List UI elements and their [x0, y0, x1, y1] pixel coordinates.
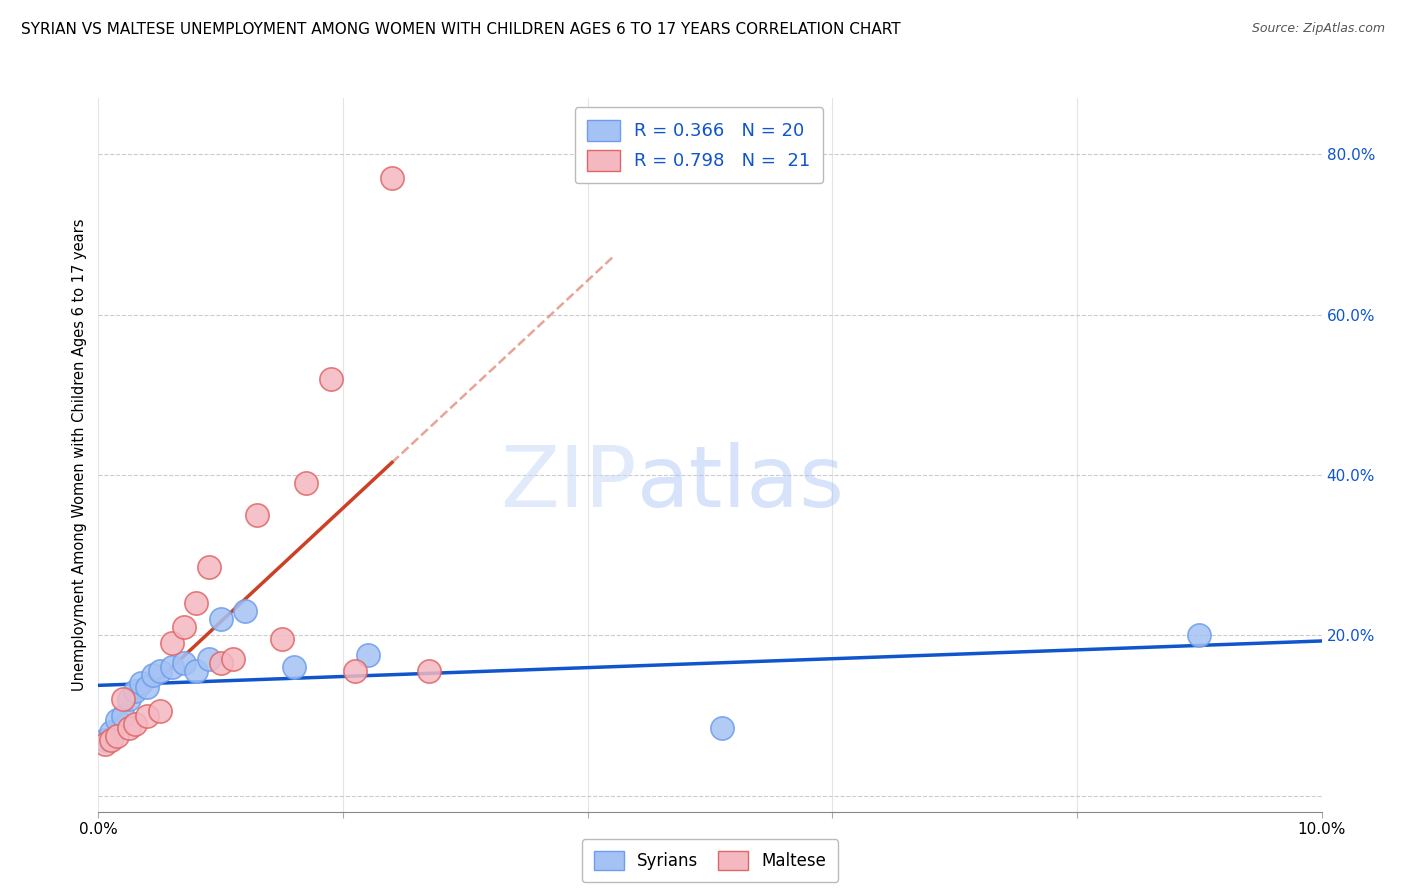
Point — [111, 692, 134, 706]
Point — [197, 652, 219, 666]
Point — [381, 171, 404, 186]
Point — [186, 596, 208, 610]
Point — [136, 708, 159, 723]
Point — [246, 508, 269, 522]
Text: atlas: atlas — [637, 442, 845, 525]
Text: Source: ZipAtlas.com: Source: ZipAtlas.com — [1251, 22, 1385, 36]
Point — [209, 612, 232, 626]
Point — [124, 716, 146, 731]
Point — [149, 665, 172, 679]
Point — [118, 721, 141, 735]
Point — [1188, 628, 1211, 642]
Point — [222, 652, 245, 666]
Point — [233, 604, 256, 618]
Point — [118, 692, 141, 706]
Point — [105, 713, 128, 727]
Point — [344, 665, 367, 679]
Point — [197, 560, 219, 574]
Point — [142, 668, 165, 682]
Point — [105, 729, 128, 743]
Point — [124, 684, 146, 698]
Point — [283, 660, 305, 674]
Point — [711, 721, 734, 735]
Point — [209, 657, 232, 671]
Point — [319, 372, 342, 386]
Point — [173, 657, 195, 671]
Point — [129, 676, 152, 690]
Legend: Syrians, Maltese: Syrians, Maltese — [582, 839, 838, 882]
Point — [136, 681, 159, 695]
Point — [149, 705, 172, 719]
Text: ZIP: ZIP — [501, 442, 637, 525]
Point — [160, 660, 183, 674]
Point — [160, 636, 183, 650]
Y-axis label: Unemployment Among Women with Children Ages 6 to 17 years: Unemployment Among Women with Children A… — [72, 219, 87, 691]
Point — [93, 732, 115, 747]
Point — [295, 475, 318, 490]
Point — [173, 620, 195, 634]
Point — [418, 665, 440, 679]
Point — [100, 724, 122, 739]
Point — [356, 648, 378, 663]
Point — [186, 665, 208, 679]
Point — [270, 632, 292, 647]
Point — [111, 708, 134, 723]
Text: SYRIAN VS MALTESE UNEMPLOYMENT AMONG WOMEN WITH CHILDREN AGES 6 TO 17 YEARS CORR: SYRIAN VS MALTESE UNEMPLOYMENT AMONG WOM… — [21, 22, 901, 37]
Point — [93, 737, 115, 751]
Point — [100, 732, 122, 747]
